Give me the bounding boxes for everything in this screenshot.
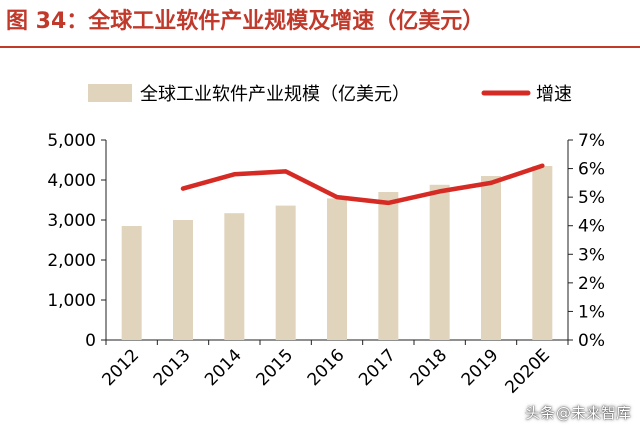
y-right-tick-label: 1%	[578, 302, 605, 322]
watermark-prefix: 头条	[524, 404, 555, 422]
x-tick-label: 2020E	[502, 345, 554, 397]
y-right-tick-label: 6%	[578, 160, 605, 180]
x-tick-label: 2019	[458, 345, 503, 390]
legend-bar-label: 全球工业软件产业规模（亿美元）	[140, 84, 410, 105]
y-left-tick-label: 1,000	[47, 291, 96, 311]
bar	[429, 184, 450, 340]
y-right-tick-label: 7%	[578, 131, 605, 151]
y-right-tick-label: 5%	[578, 188, 605, 208]
y-right-tick-label: 3%	[578, 245, 605, 265]
bar	[532, 166, 553, 340]
chart-title: 图 34：全球工业软件产业规模及增速（亿美元）	[6, 9, 485, 34]
x-tick-label: 2012	[98, 345, 143, 390]
y-left-tick-label: 0	[85, 331, 96, 351]
bar	[327, 198, 347, 340]
y-left-tick-label: 2,000	[47, 251, 96, 271]
x-tick-label: 2018	[406, 345, 451, 390]
watermark: 头条@未来智库	[525, 402, 632, 423]
growth-line	[180, 163, 545, 206]
bar	[481, 176, 501, 340]
x-tick-label: 2017	[355, 345, 400, 390]
legend-bar-swatch	[88, 84, 132, 102]
title-divider	[0, 46, 640, 48]
y-left-tick-label: 4,000	[47, 171, 96, 191]
x-tick-label: 2016	[304, 345, 349, 390]
y-right-tick-label: 4%	[578, 217, 605, 237]
x-tick-label: 2015	[252, 345, 297, 390]
bar	[224, 213, 245, 340]
legend-line-label: 增速	[536, 84, 572, 105]
y-right-tick-label: 0%	[578, 331, 605, 351]
bar	[121, 226, 142, 340]
y-left-tick-label: 5,000	[47, 131, 96, 151]
y-right-tick-label: 2%	[578, 274, 605, 294]
x-tick-label: 2013	[150, 345, 195, 390]
y-left-tick-label: 3,000	[47, 211, 96, 231]
bar	[173, 220, 193, 340]
watermark-handle: @未来智库	[555, 404, 631, 422]
bar	[378, 192, 399, 340]
bar	[275, 205, 296, 340]
x-tick-label: 2014	[201, 345, 246, 390]
